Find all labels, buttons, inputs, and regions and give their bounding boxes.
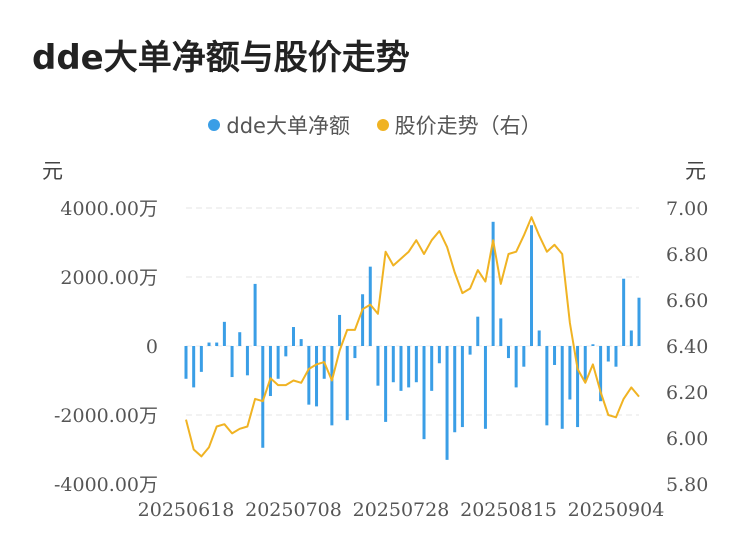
left-axis-tick-label: 4000.00万 <box>60 198 158 220</box>
dde-bar <box>506 346 510 359</box>
dde-bar <box>537 330 541 346</box>
dde-bar <box>299 339 303 346</box>
left-axis-tick-label: -2000.00万 <box>54 405 158 427</box>
dde-bar <box>514 346 518 388</box>
dde-bar <box>599 346 603 402</box>
dde-bar <box>376 346 380 386</box>
left-axis-tick-label: 0 <box>146 336 158 358</box>
dde-bar <box>245 346 249 376</box>
dde-bar <box>307 346 311 405</box>
dde-bar <box>591 344 595 346</box>
dde-bar <box>606 346 610 362</box>
right-axis-tick-label: 5.80 <box>666 474 708 496</box>
x-axis-tick-label: 20250815 <box>460 499 557 521</box>
dde-bar <box>253 283 257 346</box>
dde-bar <box>384 346 388 422</box>
dde-bar <box>353 346 357 359</box>
right-axis-tick-label: 6.00 <box>666 428 708 450</box>
left-axis-tick-label: -4000.00万 <box>54 474 158 496</box>
dde-bar <box>491 221 495 346</box>
dde-bar <box>629 330 633 346</box>
dde-bar <box>207 342 211 346</box>
dde-bar <box>568 346 572 400</box>
dde-bar <box>261 346 265 448</box>
dde-bar <box>368 266 372 346</box>
right-axis-tick-label: 6.60 <box>666 290 708 312</box>
dde-bar <box>330 346 334 426</box>
dde-bar <box>445 346 449 460</box>
x-axis-tick-label: 20250728 <box>353 499 450 521</box>
legend-dot-dde <box>208 119 221 131</box>
x-axis-tick-label: 20250618 <box>138 499 235 521</box>
dde-bar <box>284 346 288 357</box>
legend-label-price: 股价走势（右） <box>394 114 542 138</box>
dde-bar <box>522 346 526 367</box>
dde-bar <box>215 342 219 346</box>
right-axis-unit: 元 <box>685 159 706 183</box>
right-axis-tick-label: 6.20 <box>666 382 708 404</box>
legend-item-dde[interactable]: dde大单净额 <box>208 110 350 140</box>
dde-bar <box>468 346 472 355</box>
dde-bar <box>460 346 464 428</box>
legend-label-dde: dde大单净额 <box>226 114 350 138</box>
dde-bar <box>453 346 457 433</box>
dde-bar <box>614 346 618 367</box>
dde-bar <box>268 346 272 397</box>
dde-bar <box>192 346 196 388</box>
dde-bar <box>407 346 411 388</box>
dde-bar <box>276 346 280 379</box>
dde-bar <box>483 346 487 429</box>
dde-bar <box>322 346 326 379</box>
legend-dot-price <box>376 119 389 131</box>
dde-bar <box>399 346 403 391</box>
dde-bar <box>230 346 234 378</box>
dde-bar <box>437 346 441 364</box>
dde-bar <box>622 278 626 346</box>
dde-bar <box>291 327 295 346</box>
dde-bar <box>476 316 480 346</box>
dde-bar <box>530 225 534 346</box>
dde-bar <box>338 314 342 346</box>
dde-bar <box>184 346 188 379</box>
left-axis-unit: 元 <box>42 159 63 183</box>
dde-bar <box>583 346 587 381</box>
x-axis-tick-label: 20250708 <box>245 499 342 521</box>
price-line <box>185 216 640 458</box>
chart-title: dde大单净额与股价走势 <box>32 38 410 78</box>
left-axis-tick-label: 2000.00万 <box>60 267 158 289</box>
dde-bar <box>361 294 365 346</box>
dde-bar <box>414 346 418 383</box>
dde-bar <box>499 318 503 346</box>
dde-bar <box>422 346 426 440</box>
dde-bar <box>391 346 395 383</box>
x-axis-tick-label: 20250904 <box>568 499 665 521</box>
dde-bar <box>345 346 349 421</box>
right-axis-tick-label: 6.80 <box>666 244 708 266</box>
dde-bar <box>637 297 641 346</box>
legend-item-price[interactable]: 股价走势（右） <box>376 110 542 140</box>
dde-bar <box>545 346 549 426</box>
right-axis-tick-label: 7.00 <box>666 198 708 220</box>
right-axis-tick-label: 6.40 <box>666 336 708 358</box>
legend: dde大单净额 股价走势（右） <box>0 110 750 140</box>
dde-bar <box>199 346 203 372</box>
dde-bar <box>553 346 557 365</box>
dde-bar <box>560 346 564 429</box>
dde-bar <box>238 332 242 346</box>
dde-bar <box>430 346 434 391</box>
dde-bar <box>576 346 580 428</box>
dde-bar <box>315 346 319 407</box>
dde-bar <box>222 321 226 346</box>
